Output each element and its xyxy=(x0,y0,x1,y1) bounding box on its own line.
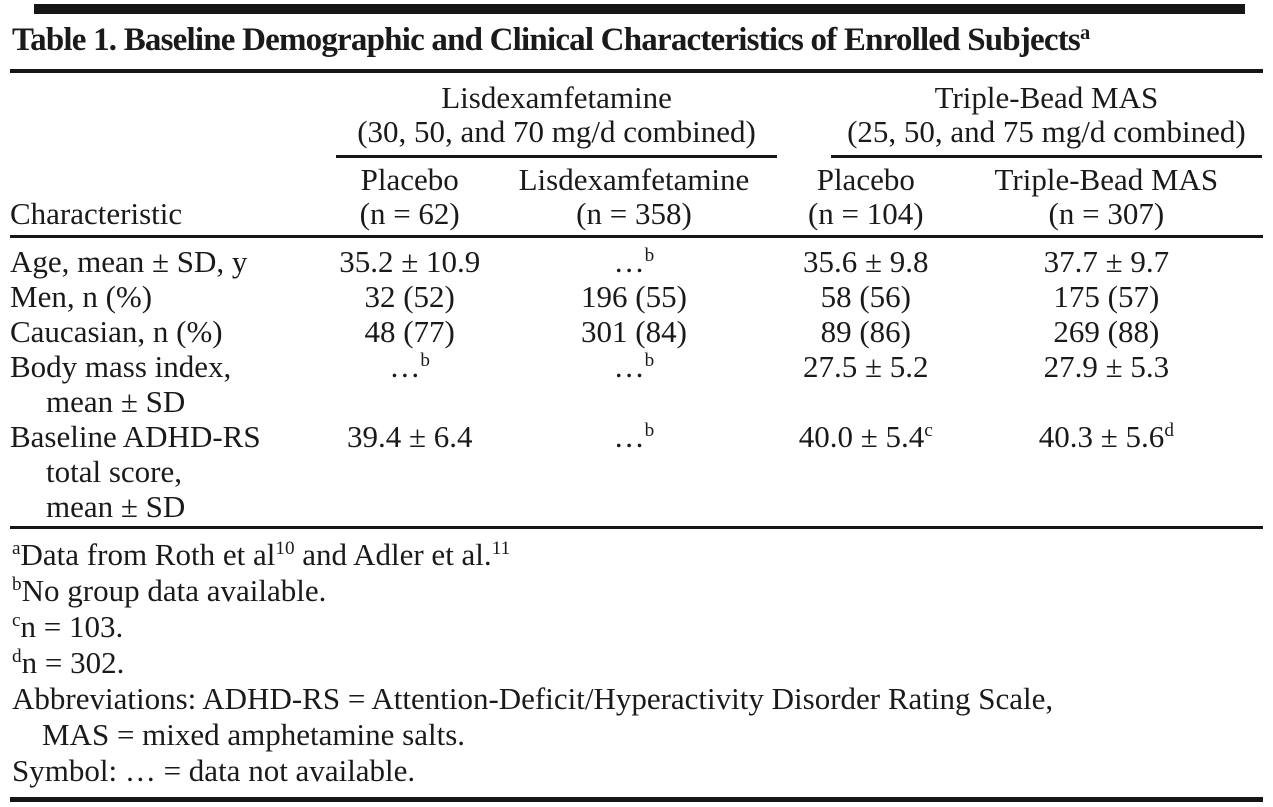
row-characteristic: Baseline ADHD-RS total score, mean ± SD xyxy=(10,418,334,529)
group-underline-triple-bead-mas: Triple-Bead MAS (25, 50, and 75 mg/d com… xyxy=(830,79,1262,158)
row-value: 301 (84) xyxy=(581,313,687,349)
bottom-rule xyxy=(10,796,1263,802)
row-characteristic-line: mean ± SD xyxy=(46,488,186,524)
column-header-line2: (n = 62) xyxy=(359,195,460,231)
row-characteristic-line: Age, mean ± SD, y xyxy=(10,243,248,279)
footnote-line: cn = 103. xyxy=(12,608,124,644)
row-value: …b xyxy=(389,348,430,384)
column-header-line1: Lisdexamfetamine xyxy=(518,161,750,197)
row-value: 89 (86) xyxy=(820,313,911,349)
footnote-marker: b xyxy=(12,574,22,596)
footnote-line: bNo group data available. xyxy=(12,572,327,608)
row-value: 48 (77) xyxy=(364,313,455,349)
column-header-lisdexamfetamine-358: Lisdexamfetamine (n = 358) xyxy=(486,158,782,238)
row-characteristic-line: mean ± SD xyxy=(46,383,186,419)
footnote-line: Abbreviations: ADHD-RS = Attention-Defic… xyxy=(12,680,1054,716)
row-value: 269 (88) xyxy=(1053,313,1160,349)
table-title: Table 1. Baseline Demographic and Clinic… xyxy=(12,21,1263,61)
row-value: 175 (57) xyxy=(1053,278,1160,314)
column-header-line2: (n = 307) xyxy=(1048,195,1165,231)
value-footnote-marker: b xyxy=(644,350,655,372)
column-header-line1: Placebo xyxy=(360,161,459,197)
row-value: …b xyxy=(613,348,655,384)
table-title-text: Table 1. Baseline Demographic and Clinic… xyxy=(12,22,1081,58)
row-value: 37.7 ± 9.7 xyxy=(1043,243,1170,279)
table-row: Caucasian, n (%) 48 (77) 301 (84) 89 (86) 26… xyxy=(10,314,1263,349)
title-footnote-marker: a xyxy=(1079,21,1090,44)
column-header-line2: (n = 104) xyxy=(807,195,924,231)
column-header-line1: Placebo xyxy=(816,161,915,197)
row-characteristic: Men, n (%) xyxy=(10,279,333,314)
row-characteristic-line: Men, n (%) xyxy=(10,278,153,314)
group-label: Lisdexamfetamine xyxy=(441,79,672,115)
table-row: Men, n (%) 32 (52) 196 (55) 58 (56) 175 (57) xyxy=(10,279,1263,314)
row-characteristic-line: total score, xyxy=(46,453,183,489)
column-header-placebo-104: Placebo (n = 104) xyxy=(781,158,950,238)
column-header-placebo-62: Placebo (n = 62) xyxy=(333,158,487,238)
column-header-line2: (n = 358) xyxy=(576,195,692,231)
value-footnote-marker: b xyxy=(420,350,430,372)
row-value: 39.4 ± 6.4 xyxy=(333,418,487,529)
footnotes: aData from Roth et al10 and Adler et al.… xyxy=(10,529,1263,789)
group-sublabel: (30, 50, and 70 mg/d combined) xyxy=(357,113,756,149)
row-value: 27.9 ± 5.3 xyxy=(1043,348,1170,384)
footnote-line: aData from Roth et al10 and Adler et al.… xyxy=(12,536,511,572)
row-value: 196 (55) xyxy=(581,278,687,314)
row-characteristic: Caucasian, n (%) xyxy=(10,314,333,349)
citation-superscript: 10 xyxy=(275,538,295,560)
demographics-table: Lisdexamfetamine (30, 50, and 70 mg/d co… xyxy=(10,73,1263,529)
citation-superscript: 11 xyxy=(491,538,511,560)
column-header-row: Characteristic Placebo (n = 62) Lisdexam… xyxy=(10,158,1263,238)
footnote-marker: a xyxy=(12,538,21,560)
column-header-triple-bead-mas-307: Triple-Bead MAS (n = 307) xyxy=(949,158,1263,238)
group-header-lisdexamfetamine: Lisdexamfetamine (30, 50, and 70 mg/d co… xyxy=(333,73,782,159)
row-value: 35.6 ± 9.8 xyxy=(803,243,929,279)
row-value: 40.3 ± 5.6d xyxy=(949,418,1263,529)
row-characteristic-line: Body mass index, xyxy=(10,348,232,384)
group-header-row: Lisdexamfetamine (30, 50, and 70 mg/d co… xyxy=(10,73,1263,159)
row-characteristic: Body mass index, mean ± SD xyxy=(10,349,333,419)
group-header-spacer xyxy=(10,73,333,159)
group-sublabel: (25, 50, and 75 mg/d combined) xyxy=(847,113,1246,149)
row-value: 40.0 ± 5.4c xyxy=(781,418,950,529)
value-footnote-marker: c xyxy=(924,420,933,442)
row-value: 27.5 ± 5.2 xyxy=(803,348,929,384)
footnote-marker: c xyxy=(12,610,21,632)
row-value: 32 (52) xyxy=(364,278,455,314)
column-header-characteristic: Characteristic xyxy=(10,158,334,238)
row-value: 58 (56) xyxy=(820,278,911,314)
footnote-line: MAS = mixed amphetamine salts. xyxy=(42,716,466,752)
value-footnote-marker: d xyxy=(1164,420,1174,442)
row-value: …b xyxy=(486,418,782,529)
table-row: Body mass index, mean ± SD …b …b 27.5 ± 5.2 2… xyxy=(10,349,1263,419)
value-footnote-marker: b xyxy=(644,245,655,267)
page: Table 1. Baseline Demographic and Clinic… xyxy=(0,4,1273,802)
value-footnote-marker: b xyxy=(644,420,655,442)
row-characteristic-line: Baseline ADHD-RS xyxy=(10,418,261,454)
row-value: 35.2 ± 10.9 xyxy=(339,243,481,279)
group-underline-lisdexamfetamine: Lisdexamfetamine (30, 50, and 70 mg/d co… xyxy=(336,79,777,158)
row-characteristic: Age, mean ± SD, y xyxy=(10,236,333,279)
footnote-line: dn = 302. xyxy=(12,644,125,680)
table-header: Lisdexamfetamine (30, 50, and 70 mg/d co… xyxy=(10,73,1263,238)
group-header-triple-bead-mas: Triple-Bead MAS (25, 50, and 75 mg/d com… xyxy=(782,73,1263,159)
column-header-line1: Triple-Bead MAS xyxy=(994,161,1219,197)
title-block: Table 1. Baseline Demographic and Clinic… xyxy=(10,14,1263,73)
footnote-marker: d xyxy=(12,646,22,668)
table-row: Baseline ADHD-RS total score, mean ± SD 39.… xyxy=(10,418,1263,529)
row-characteristic-line: Caucasian, n (%) xyxy=(10,313,223,349)
top-rule xyxy=(34,4,1245,14)
footnote-line: Symbol: … = data not available. xyxy=(12,752,416,788)
group-label: Triple-Bead MAS xyxy=(934,79,1159,115)
row-value: …b xyxy=(613,243,655,279)
table-body: Age, mean ± SD, y 35.2 ± 10.9 …b 35.6 ± 9.8… xyxy=(10,236,1263,529)
table-row: Age, mean ± SD, y 35.2 ± 10.9 …b 35.6 ± 9.8… xyxy=(10,236,1263,279)
